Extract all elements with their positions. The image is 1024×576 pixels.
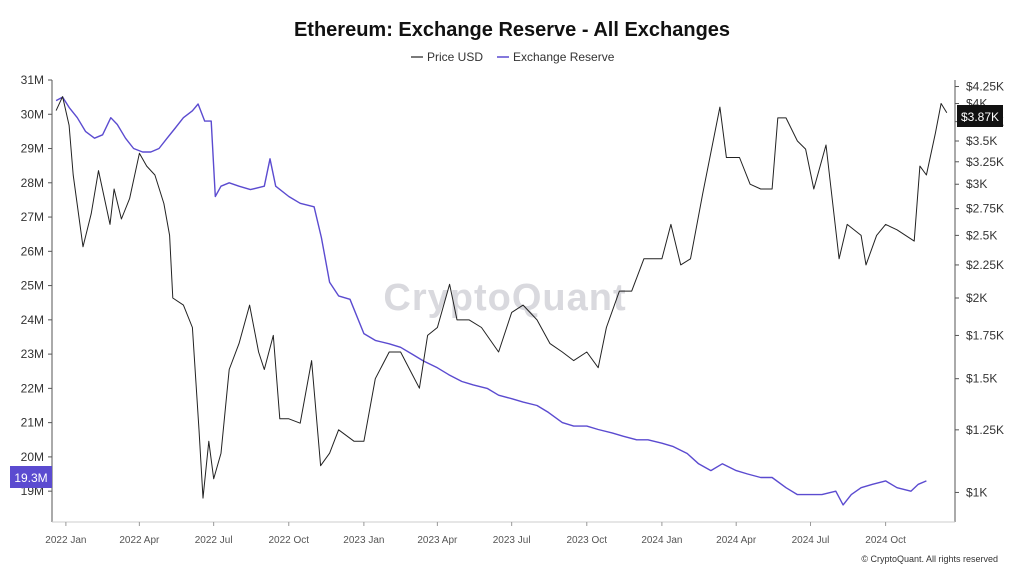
legend[interactable]: Price USD Exchange Reserve [411, 50, 615, 64]
right-tick-label: $3K [966, 177, 987, 191]
right-tick-label: $1.5K [966, 372, 997, 386]
price-value-badge: $3.87K [957, 105, 1003, 127]
right-tick-label: $3.5K [966, 134, 997, 148]
x-tick-label: 2024 Jan [641, 535, 682, 546]
left-tick-label: 25M [21, 279, 44, 293]
left-tick-label: 20M [21, 450, 44, 464]
series-layer [55, 96, 948, 506]
left-tick-label: 27M [21, 210, 44, 224]
left-tick-label: 24M [21, 313, 44, 327]
left-tick-label: 28M [21, 176, 44, 190]
x-tick-label: 2023 Apr [417, 535, 458, 546]
left-tick-label: 21M [21, 416, 44, 430]
chart-title: Ethereum: Exchange Reserve - All Exchang… [294, 19, 730, 41]
right-tick-label: $2.5K [966, 228, 997, 242]
x-tick-label: 2022 Oct [268, 535, 309, 546]
x-tick-label: 2022 Apr [119, 535, 160, 546]
price-badge-bg [957, 105, 1003, 127]
x-tick-label: 2024 Oct [865, 535, 906, 546]
right-tick-label: $1.75K [966, 328, 1004, 342]
price-usd-line [55, 96, 948, 499]
right-axis-ticks: $4.25K$4K$3.75K$3.5K$3.25K$3K$2.75K$2.5K… [955, 80, 1004, 499]
left-tick-label: 23M [21, 347, 44, 361]
legend-price-label[interactable]: Price USD [427, 50, 483, 64]
legend-reserve-label[interactable]: Exchange Reserve [513, 50, 615, 64]
price-badge-text: $3.87K [961, 110, 999, 124]
reserve-badge-text: 19.3M [14, 471, 47, 485]
right-tick-label: $2K [966, 291, 987, 305]
left-tick-label: 29M [21, 142, 44, 156]
right-tick-label: $2.25K [966, 258, 1004, 272]
copyright-notice: © CryptoQuant. All rights reserved [861, 554, 998, 564]
x-tick-label: 2024 Jul [792, 535, 830, 546]
reserve-value-badge: 19.3M [10, 466, 52, 488]
reserve-badge-bg [10, 466, 52, 488]
x-tick-label: 2023 Jan [343, 535, 384, 546]
right-tick-label: $3.25K [966, 155, 1004, 169]
x-tick-label: 2023 Jul [493, 535, 531, 546]
x-tick-label: 2023 Oct [566, 535, 607, 546]
left-tick-label: 30M [21, 107, 44, 121]
right-tick-label: $2.75K [966, 202, 1004, 216]
exchange-reserve-line [55, 96, 927, 506]
x-axis-ticks: 2022 Jan 2022 Apr 2022 Jul 2022 Oct 2023 Jan… [45, 522, 906, 546]
right-tick-label: $4.25K [966, 80, 1004, 94]
x-tick-label: 2022 Jan [45, 535, 86, 546]
x-tick-label: 2024 Apr [716, 535, 757, 546]
watermark: CryptoQuant [383, 277, 626, 319]
x-tick-label: 2022 Jul [195, 535, 233, 546]
left-tick-label: 31M [21, 73, 44, 87]
left-tick-label: 26M [21, 244, 44, 258]
right-tick-label: $1.25K [966, 423, 1004, 437]
left-tick-label: 22M [21, 381, 44, 395]
right-tick-label: $1K [966, 485, 987, 499]
